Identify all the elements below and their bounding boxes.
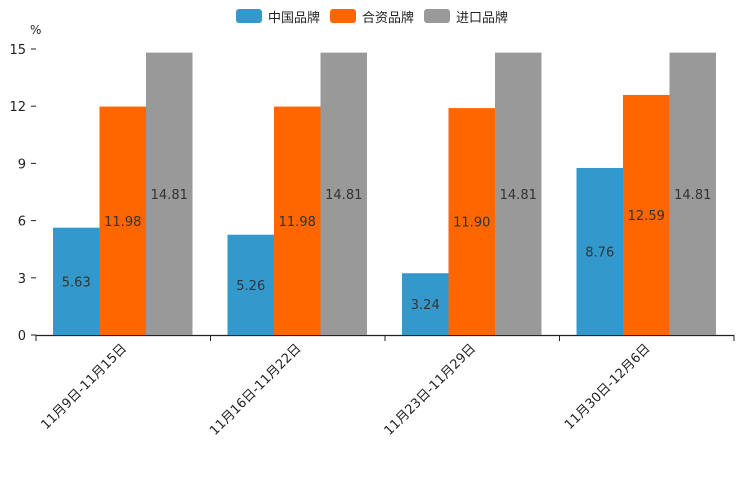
bar[interactable] [227, 234, 275, 335]
bar-value-label: 8.76 [585, 245, 614, 260]
legend-swatch-import [424, 9, 450, 23]
bar-value-label: 11.98 [104, 215, 141, 230]
bar[interactable] [669, 52, 717, 335]
bar-value-label: 14.81 [674, 188, 711, 203]
bar-value-label: 11.98 [279, 215, 316, 230]
bar[interactable] [623, 94, 670, 335]
bars-group [53, 52, 717, 336]
y-tick-label: 0 [18, 329, 26, 344]
legend-item-jv[interactable]: 合资品牌 [329, 7, 414, 26]
bar-value-label: 5.63 [62, 275, 91, 290]
legend-item-import[interactable]: 进口品牌 [424, 7, 508, 26]
data-labels-group: 5.63 11.98 14.81 5.26 11.98 14.81 3.24 11.90 14.… [62, 188, 712, 313]
legend-label-jv: 合资品牌 [361, 10, 414, 26]
bar[interactable] [402, 273, 449, 335]
legend-item-china[interactable]: 中国品牌 [235, 7, 320, 26]
chart-legend: 中国品牌 合资品牌 进口品牌 [0, 6, 744, 26]
legend-label-import: 进口品牌 [456, 10, 509, 26]
bar[interactable] [274, 106, 321, 336]
bar[interactable] [495, 52, 542, 335]
y-tick-label: 12 [9, 100, 26, 115]
bar-value-label: 14.81 [500, 188, 537, 203]
bar-value-label: 11.90 [453, 216, 490, 231]
y-tick-label: 6 [18, 215, 26, 230]
bar[interactable] [448, 108, 496, 336]
x-tick-label: 11月9日-11月15日 [38, 341, 130, 433]
y-tick-label: 3 [18, 272, 26, 287]
y-tick-label: 9 [18, 157, 26, 172]
bar[interactable] [53, 227, 100, 335]
x-tick-label: 11月16日-11月22日 [207, 341, 304, 438]
x-tick-label: 11月23日-11月29日 [382, 341, 479, 438]
bar[interactable] [146, 52, 193, 335]
bar-value-label: 12.59 [628, 209, 665, 224]
bar[interactable] [320, 52, 368, 335]
bar-value-label: 14.81 [325, 188, 362, 203]
legend-swatch-jv [329, 9, 356, 23]
legend-swatch-china [235, 9, 262, 23]
y-axis-unit-label: % [30, 23, 41, 37]
legend-label-china: 中国品牌 [267, 10, 320, 26]
bar-value-label: 14.81 [151, 188, 188, 203]
x-tick-label: 11月30日-12月6日 [562, 341, 654, 433]
bar[interactable] [99, 106, 147, 336]
bar[interactable] [576, 167, 624, 335]
y-tick-label: 15 [9, 43, 26, 58]
bar-value-label: 5.26 [236, 279, 265, 294]
bar-value-label: 3.24 [411, 298, 440, 313]
